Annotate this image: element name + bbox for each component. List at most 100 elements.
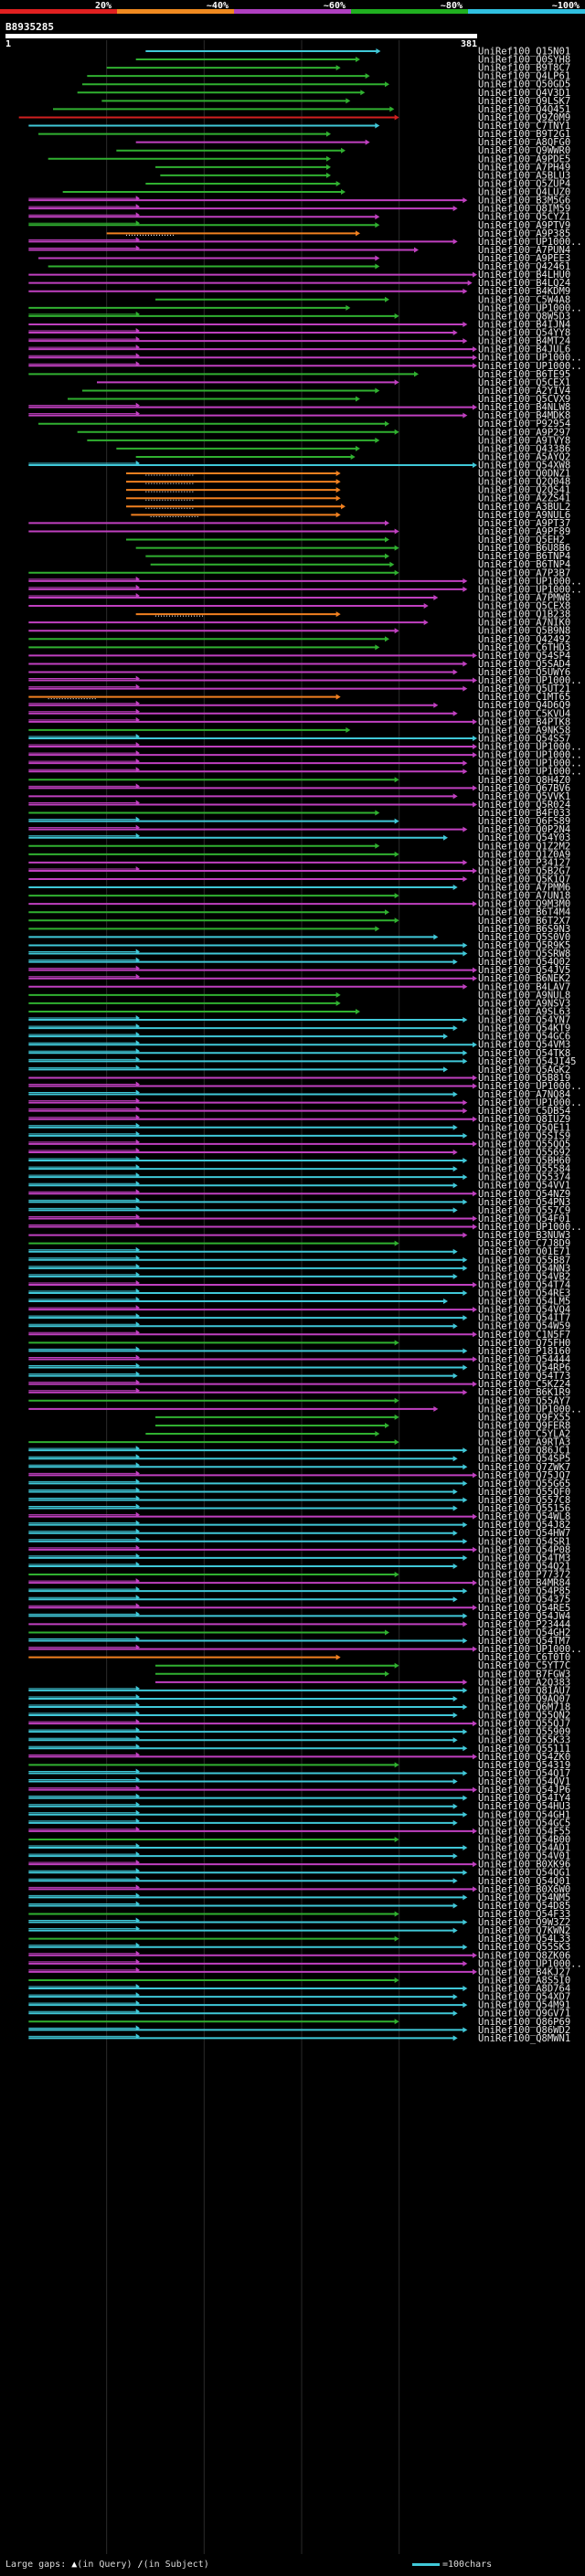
hit-label: UniRef100_UP1000.. xyxy=(478,1404,582,1415)
hit-fragment-arrow xyxy=(135,1752,140,1758)
hit-row: UniRef100_A9PF89 xyxy=(28,526,570,537)
hit-label: UniRef100_Q55QQ5 xyxy=(478,1139,570,1150)
hit-row: UniRef100_C1N5F7 xyxy=(28,1330,570,1341)
hit-row: UniRef100_Q54F55 xyxy=(28,1826,570,1837)
hit-label: UniRef100_Q4LUZ0 xyxy=(478,187,570,198)
hit-arrow xyxy=(443,1066,448,1073)
hit-fragment-arrow xyxy=(135,361,140,367)
hit-fragment-arrow xyxy=(135,1876,140,1882)
hit-arrow xyxy=(452,1273,458,1279)
hit-arrow xyxy=(346,304,351,311)
hit-row: UniRef100_A9PEE3 xyxy=(38,253,570,264)
hit-fragment-arrow xyxy=(135,1156,140,1162)
hit-label: UniRef100_Q55584 xyxy=(478,1164,570,1175)
hit-label: UniRef100_Q557C9 xyxy=(478,1205,570,1216)
hit-fragment-arrow xyxy=(135,1495,140,1501)
hit-label: UniRef100_A9PF89 xyxy=(478,526,570,537)
hit-arrow xyxy=(335,694,341,700)
hit-arrow xyxy=(452,330,458,336)
hit-arrow xyxy=(473,1472,477,1479)
hit-arrow xyxy=(452,1091,458,1097)
hit-label: UniRef100_UP1000.. xyxy=(478,302,582,313)
hit-fragment-arrow xyxy=(135,1644,140,1650)
hit-arrow xyxy=(452,1323,458,1330)
hit-arrow xyxy=(452,1819,458,1826)
hit-label: UniRef100_C7J8D9 xyxy=(478,1238,570,1249)
hit-row: UniRef100_Q55G65 xyxy=(28,1479,570,1489)
hit-row: UniRef100_B6NEK2 xyxy=(28,973,570,984)
hit-label: UniRef100_Q8ZK06 xyxy=(478,1950,570,1961)
hit-row: UniRef100_C5W4A8 xyxy=(155,294,570,305)
hit-row: UniRef100_Q9FX55 xyxy=(155,1412,570,1423)
hit-row: UniRef100_Q4V3D1 xyxy=(77,88,570,99)
hit-arrow xyxy=(463,1745,468,1752)
hit-row: UniRef100_UP1000.. xyxy=(28,584,582,595)
hit-arrow xyxy=(463,1464,468,1470)
hit-label: UniRef100_C1MT65 xyxy=(478,692,570,703)
hit-fragment-arrow xyxy=(135,1826,140,1832)
scale-segment xyxy=(351,9,468,14)
hit-arrow xyxy=(394,1977,399,1983)
hit-row: UniRef100_Q54SS7 xyxy=(28,733,570,744)
hit-arrow xyxy=(394,313,399,319)
hit-label: UniRef100_UP1000.. xyxy=(478,353,582,364)
hit-arrow xyxy=(463,338,468,345)
hit-arrow xyxy=(463,1315,468,1321)
hit-label: UniRef100_Q9FER8 xyxy=(478,1420,570,1431)
hit-arrow xyxy=(463,1099,468,1106)
hit-row: UniRef100_Q8MWN1 xyxy=(28,2033,570,2044)
hit-label: UniRef100_B6T2X7 xyxy=(478,916,570,927)
hit-label: UniRef100_Q55692 xyxy=(478,1147,570,1158)
hit-row: UniRef100_Q5CYZ1 xyxy=(28,212,570,223)
hit-arrow xyxy=(463,1265,468,1271)
hit-arrow xyxy=(473,404,477,410)
hit-row: UniRef100_Q54VV1 xyxy=(28,1181,570,1192)
hit-arrow xyxy=(463,1364,468,1371)
hit-row: UniRef100_C6T0T0 xyxy=(28,1652,570,1663)
hit-label: UniRef100_Q8W5D3 xyxy=(478,311,570,322)
hit-fragment-arrow xyxy=(135,584,140,590)
hit-label: UniRef100_Q55QJ7 xyxy=(478,1719,570,1730)
hit-arrow xyxy=(463,1108,468,1114)
hit-label: UniRef100_Q86P69 xyxy=(478,2017,570,2028)
hit-label: UniRef100_Q4V3D1 xyxy=(478,88,570,99)
hit-label: UniRef100_Q15N01 xyxy=(478,47,570,58)
hit-label: UniRef100_Q5B2G7 xyxy=(478,865,570,876)
hit-arrow xyxy=(473,1952,477,1958)
hit-row: UniRef100_Q86WD2 xyxy=(28,2025,570,2036)
hit-arrow xyxy=(473,346,477,353)
hit-label: UniRef100_C5YLA2 xyxy=(478,1429,570,1440)
hit-label: UniRef100_C7TNY1 xyxy=(478,121,570,132)
hit-arrow xyxy=(463,586,468,592)
hit-arrow xyxy=(389,561,395,567)
hit-row: UniRef100_UP1000.. xyxy=(28,758,582,769)
hit-fragment-arrow xyxy=(135,345,140,351)
hit-label: UniRef100_UP1000.. xyxy=(478,767,582,778)
hit-label: UniRef100_A9NSV3 xyxy=(478,998,570,1009)
hit-fragment-arrow xyxy=(135,1603,140,1609)
hit-arrow xyxy=(452,669,458,675)
hit-label: UniRef100_B6TNP4 xyxy=(478,559,570,570)
hit-row: UniRef100_Q4LUZ0 xyxy=(62,187,570,198)
hit-fragment-arrow xyxy=(135,675,140,682)
hit-row: UniRef100_Q5VVK1 xyxy=(28,791,570,802)
hit-row: UniRef100_Q5SRW8 xyxy=(28,949,570,959)
hit-label: UniRef100_A7PMM6 xyxy=(478,883,570,894)
hit-fragment-arrow xyxy=(135,1595,140,1601)
hit-arrow xyxy=(452,710,458,716)
hit-arrow xyxy=(463,1960,468,1966)
hit-arrow xyxy=(394,628,399,634)
hit-label: UniRef100_C5DB54 xyxy=(478,1106,570,1117)
hit-label: UniRef100_Q54SP4 xyxy=(478,651,570,662)
hit-label: UniRef100_Q81AU7 xyxy=(478,1685,570,1696)
hit-arrow xyxy=(463,1290,468,1296)
hit-arrow xyxy=(375,122,380,129)
hit-label: UniRef100_B4MT24 xyxy=(478,336,570,347)
hit-row: UniRef100_Q54JI45 xyxy=(28,1056,576,1067)
query-gap-marker: ▲ xyxy=(71,2560,78,2570)
hit-arrow xyxy=(452,1563,458,1569)
hit-arrow xyxy=(394,379,399,386)
hit-arrow xyxy=(452,206,458,212)
hit-fragment-arrow xyxy=(135,1122,140,1129)
hit-row: UniRef100_Q55SK3 xyxy=(28,1942,570,1953)
